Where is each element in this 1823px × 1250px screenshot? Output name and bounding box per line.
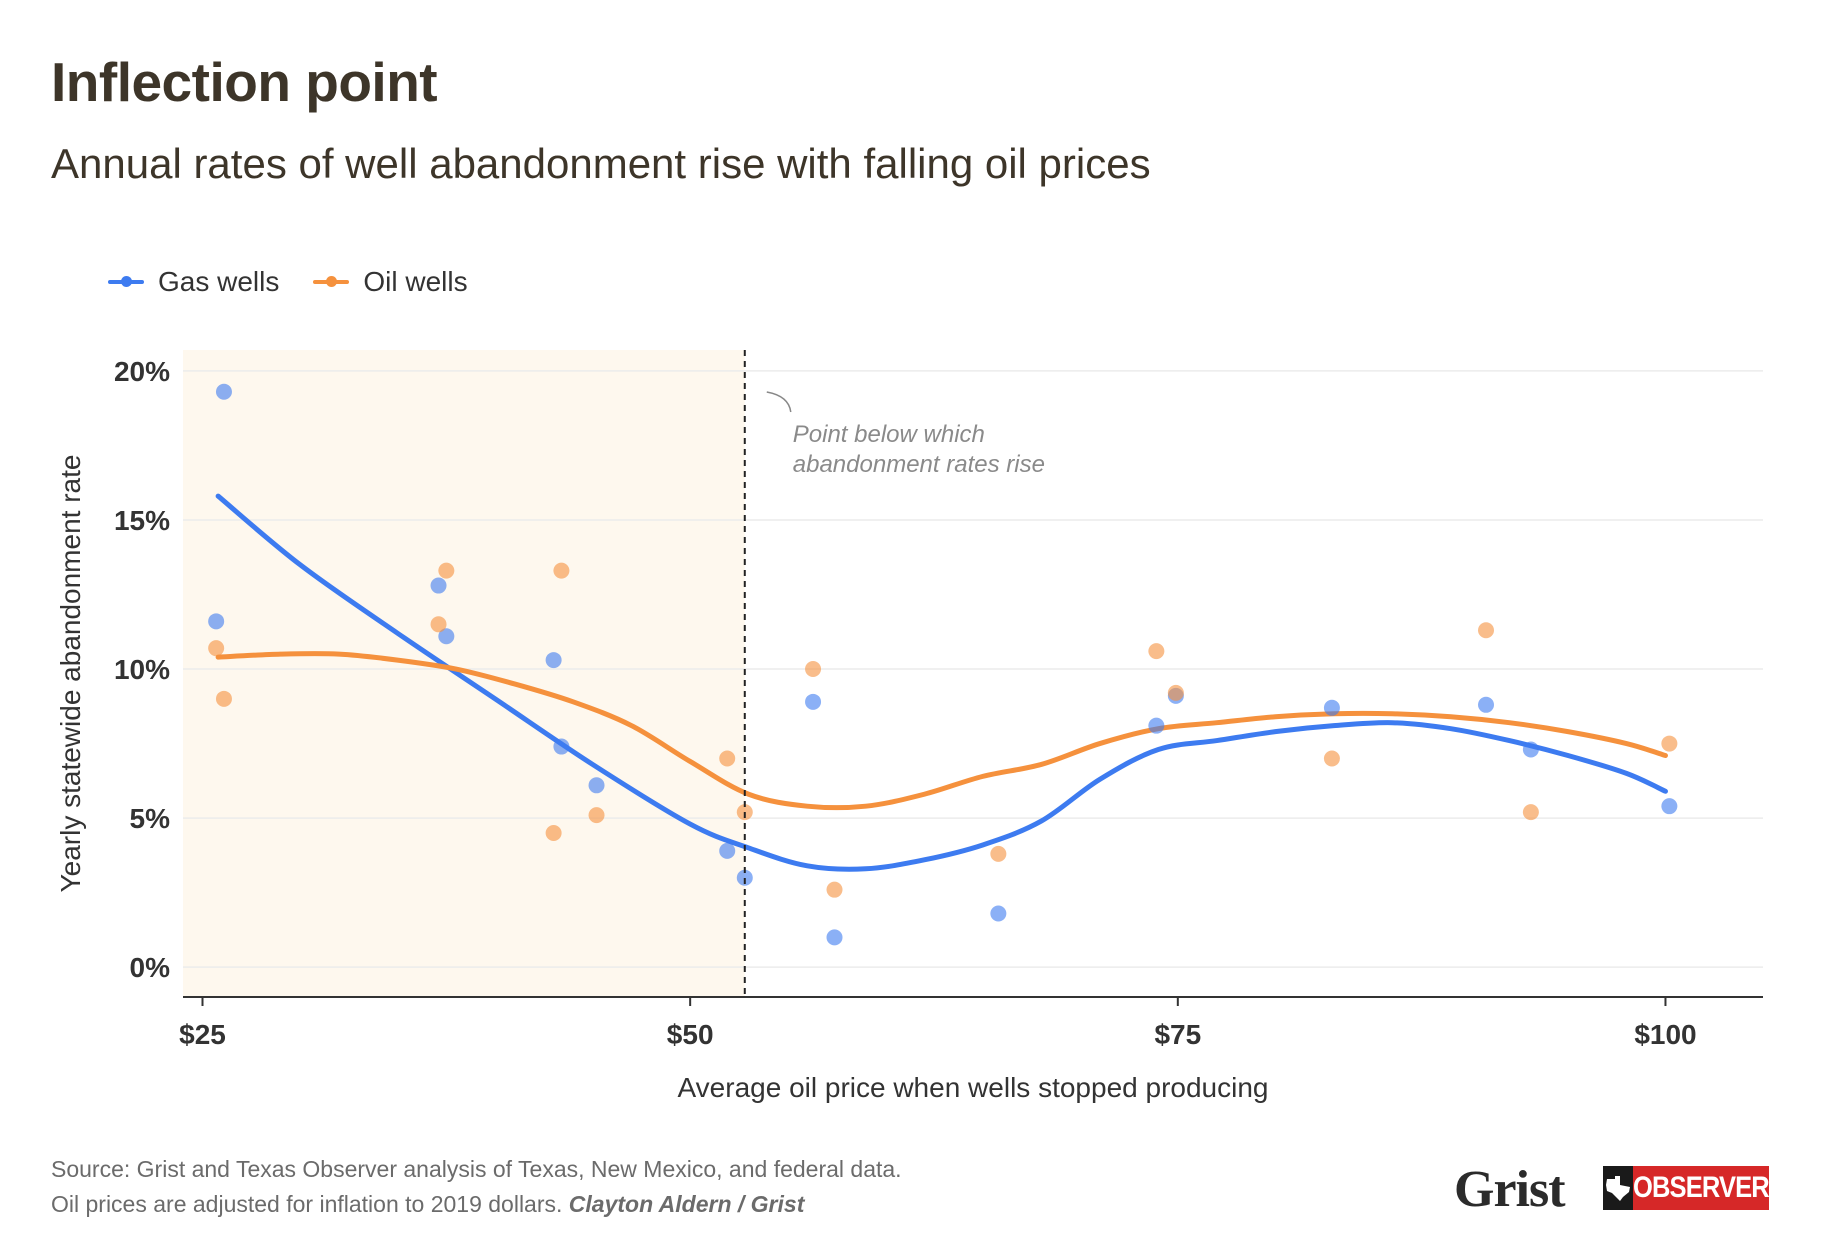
- point-gas-wells: [990, 905, 1007, 922]
- y-axis-title: Yearly statewide abandonment rate: [55, 455, 86, 893]
- point-gas-wells: [215, 383, 232, 400]
- point-oil-wells: [215, 690, 232, 707]
- point-oil-wells: [1148, 643, 1165, 660]
- observer-wordmark: OBSERVER: [1633, 1166, 1770, 1210]
- point-oil-wells: [1661, 735, 1678, 752]
- point-gas-wells: [805, 693, 822, 710]
- annotation-layer: Point below which abandonment rates rise: [743, 350, 1045, 997]
- point-oil-wells: [805, 661, 822, 678]
- note-line: Oil prices are adjusted for inflation to…: [51, 1187, 902, 1222]
- footer: Source: Grist and Texas Observer analysi…: [51, 1152, 902, 1221]
- point-oil-wells: [430, 616, 447, 633]
- point-oil-wells: [990, 845, 1007, 862]
- legend-swatch-gas: [108, 276, 144, 287]
- point-oil-wells: [208, 640, 225, 657]
- point-oil-wells: [553, 562, 570, 579]
- point-oil-wells: [1323, 750, 1340, 767]
- shaded-region: [183, 350, 745, 997]
- legend-swatch-oil: [313, 276, 350, 287]
- credit-text: Clayton Aldern / Grist: [568, 1190, 805, 1217]
- x-tick-label: $50: [667, 1019, 714, 1050]
- point-gas-wells: [553, 738, 570, 755]
- point-oil-wells: [1167, 684, 1184, 701]
- point-oil-wells: [1522, 804, 1539, 821]
- point-gas-wells: [826, 929, 843, 946]
- x-tick-label: $25: [179, 1019, 226, 1050]
- legend-label-oil: Oil wells: [363, 266, 468, 297]
- x-tick-label: $100: [1634, 1019, 1696, 1050]
- point-gas-wells: [736, 869, 753, 886]
- legend-item-oil: Oil wells: [313, 266, 468, 298]
- note-text: Oil prices are adjusted for inflation to…: [51, 1190, 563, 1217]
- point-gas-wells: [1478, 696, 1495, 713]
- annotation-line-1: Point below which: [793, 421, 985, 448]
- legend-item-gas: Gas wells: [108, 266, 279, 298]
- grist-logo: Grist: [1454, 1161, 1566, 1218]
- point-gas-wells: [1148, 717, 1165, 734]
- texas-observer-logo: OBSERVER: [1603, 1166, 1783, 1210]
- y-tick-label: 0%: [130, 952, 171, 983]
- point-gas-wells: [1323, 699, 1340, 716]
- point-gas-wells: [430, 577, 447, 594]
- shaded-region-layer: [183, 350, 745, 997]
- chart-subtitle: Annual rates of well abandonment rise wi…: [51, 140, 1151, 187]
- x-tick-label: $75: [1154, 1019, 1201, 1050]
- point-oil-wells: [588, 807, 605, 824]
- point-oil-wells: [1478, 622, 1495, 639]
- points-layer: [208, 383, 1678, 946]
- point-oil-wells: [545, 825, 562, 842]
- point-gas-wells: [438, 628, 455, 645]
- point-gas-wells: [719, 842, 736, 859]
- point-gas-wells: [588, 777, 605, 794]
- x-axis-title: Average oil price when wells stopped pro…: [678, 1072, 1269, 1103]
- texas-star-icon: [1603, 1166, 1633, 1210]
- legend: Gas wells Oil wells: [108, 266, 468, 298]
- legend-label-gas: Gas wells: [158, 266, 280, 297]
- chart-title: Inflection point: [51, 51, 438, 113]
- y-tick-label: 20%: [114, 356, 170, 387]
- scatter-chart: 0% 5% 10% 15% 20% $25 $50 $75 $100 Average oil pr…: [55, 350, 1763, 1103]
- annotation-line-2: abandonment rates rise: [793, 451, 1045, 478]
- trend-line-oil-wells: [215, 651, 1668, 811]
- point-gas-wells: [208, 613, 225, 630]
- point-oil-wells: [826, 881, 843, 898]
- point-oil-wells: [719, 750, 736, 767]
- point-gas-wells: [1661, 798, 1678, 815]
- axes-layer: 0% 5% 10% 15% 20% $25 $50 $75 $100 Average oil pr…: [55, 356, 1763, 1103]
- y-tick-label: 5%: [130, 803, 171, 834]
- y-tick-label: 15%: [114, 505, 170, 536]
- point-gas-wells: [1522, 741, 1539, 758]
- trend-line-gas-wells: [215, 493, 1668, 872]
- point-gas-wells: [545, 652, 562, 669]
- point-oil-wells: [438, 562, 455, 579]
- annotation-leader: [766, 391, 792, 413]
- trend-lines-layer: [215, 493, 1668, 872]
- source-text: Source: Grist and Texas Observer analysi…: [51, 1156, 902, 1182]
- y-tick-label: 10%: [114, 654, 170, 685]
